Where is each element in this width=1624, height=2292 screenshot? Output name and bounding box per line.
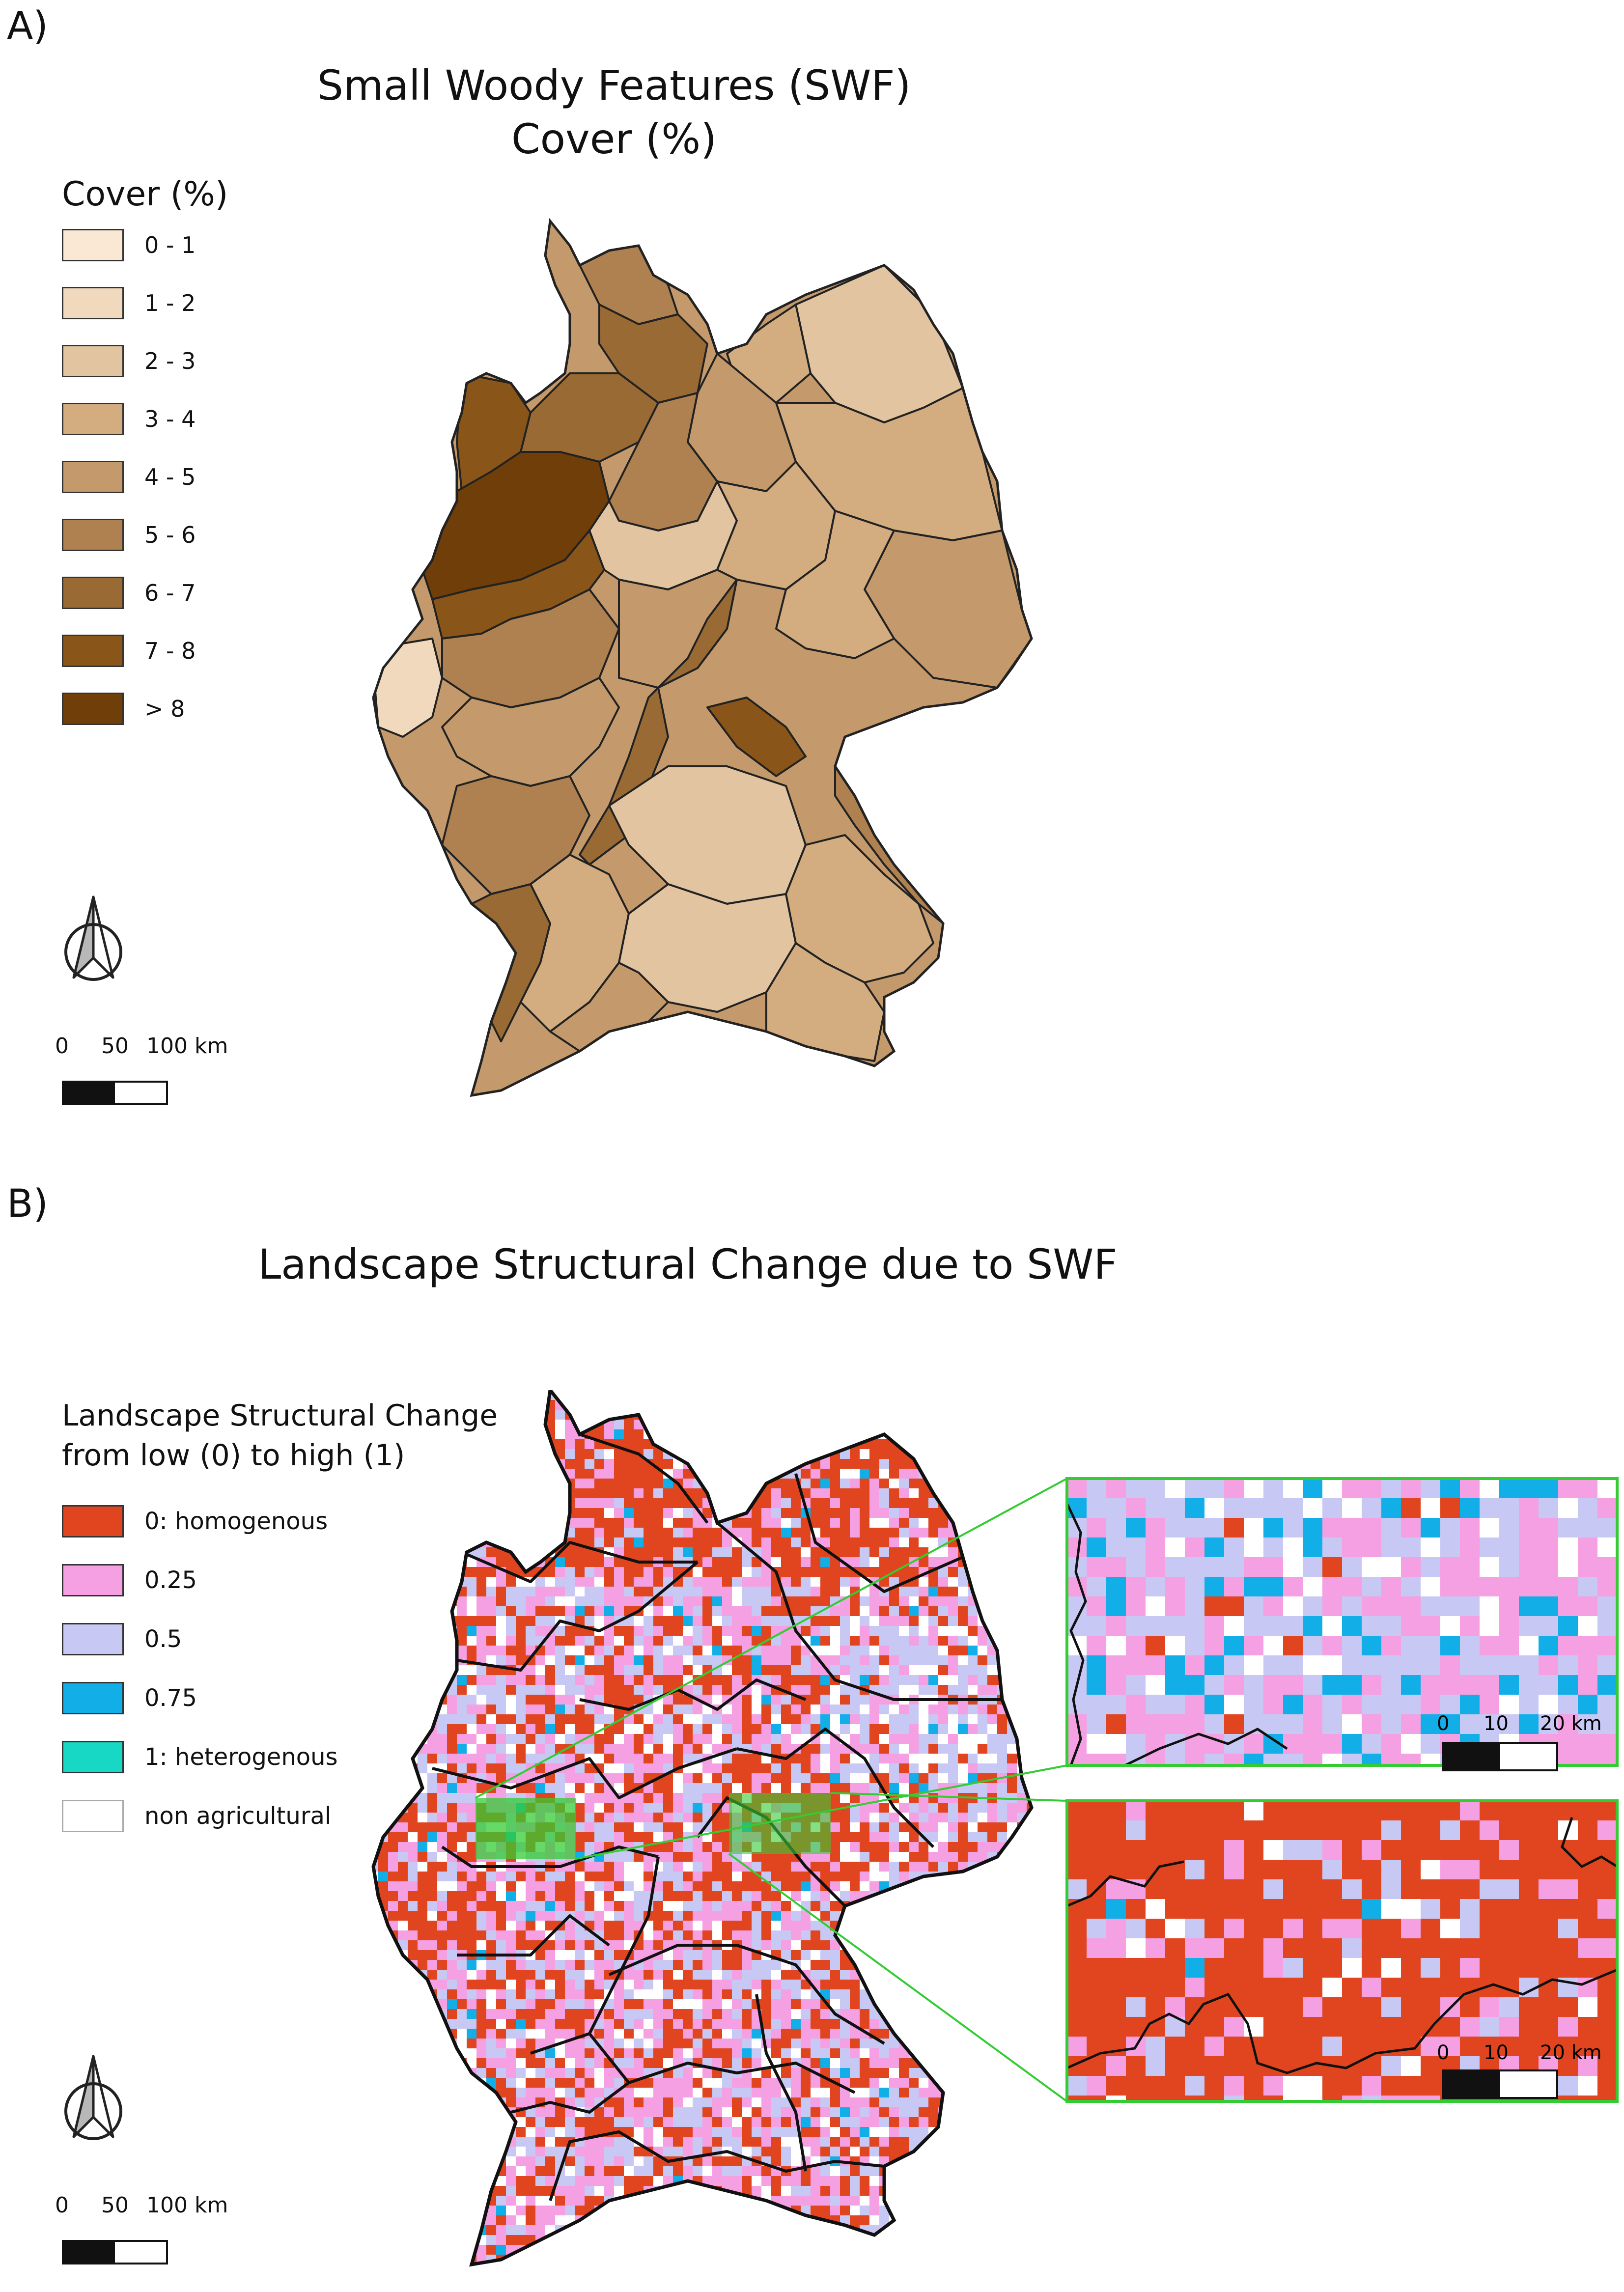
legend-label: 0 - 1 (144, 232, 196, 258)
legend-swatch (62, 1505, 124, 1537)
connector-line (576, 1764, 1067, 1860)
inset-map-central (1067, 1801, 1617, 2101)
legend-swatch (62, 345, 124, 377)
legend-b-item: 0.5 (62, 1623, 182, 1655)
landscape-change-map: 0 10 20 km 0 10 20 km (344, 1390, 1619, 2292)
legend-b-item: 1: heterogenous (62, 1741, 338, 1773)
legend-swatch (62, 1741, 124, 1773)
inset-1-scale-tick-20: 20 km (1540, 1712, 1602, 1735)
legend-a-item: 4 - 5 (62, 461, 196, 493)
legend-swatch (62, 287, 124, 319)
scale-a-tick-0: 0 (55, 1034, 69, 1059)
legend-label: 1: heterogenous (144, 1743, 338, 1771)
scale-a-tick-50: 50 (101, 1034, 129, 1059)
north-arrow-icon (64, 2055, 122, 2140)
north-arrow-icon (64, 895, 122, 981)
legend-label: 4 - 5 (144, 464, 196, 490)
legend-a-item: 2 - 3 (62, 345, 196, 377)
inset-scale-1: 0 10 20 km (1437, 1712, 1602, 1771)
scale-b-tick-0: 0 (55, 2193, 69, 2218)
inset-scale-2: 0 10 20 km (1437, 2041, 1602, 2099)
scale-b-tick-50: 50 (101, 2193, 129, 2218)
scale-bar-b (62, 2240, 168, 2264)
panel-a-title-line1: Small Woody Features (SWF) (317, 61, 911, 110)
inset-2-scale-tick-0: 0 (1437, 2041, 1449, 2064)
connector-line (830, 1792, 1067, 1802)
connector-line (728, 1853, 1068, 2102)
legend-a-item: 6 - 7 (62, 577, 196, 609)
legend-swatch (62, 635, 124, 667)
legend-swatch (62, 1800, 124, 1832)
legend-a-item: 1 - 2 (62, 287, 196, 319)
legend-label: 6 - 7 (144, 580, 196, 606)
panel-b-title: Landscape Structural Change due to SWF (258, 1240, 1118, 1288)
legend-label: > 8 (144, 696, 185, 722)
swf-cover-map (344, 211, 1056, 1130)
highlight-box-central (729, 1793, 831, 1854)
legend-a-item: 7 - 8 (62, 635, 196, 667)
legend-swatch (62, 461, 124, 493)
legend-b-item: 0.75 (62, 1682, 197, 1714)
legend-label: 3 - 4 (144, 406, 196, 432)
panel-b-legend-title: Landscape Structural Change from low (0)… (62, 1396, 498, 1476)
legend-label: 5 - 6 (144, 522, 196, 548)
legend-a-item: 0 - 1 (62, 229, 196, 261)
legend-swatch (62, 519, 124, 551)
panel-a-title: Small Woody Features (SWF) Cover (%) (246, 59, 982, 166)
scale-bar-a (62, 1081, 168, 1105)
legend-b-item: 0.25 (62, 1564, 197, 1596)
legend-label: 0.75 (144, 1684, 197, 1712)
legend-swatch (62, 403, 124, 435)
highlight-box-west (476, 1798, 576, 1859)
panel-b-label: B) (7, 1182, 48, 1226)
inset-1-scale-tick-0: 0 (1437, 1712, 1449, 1735)
panel-a-title-line2: Cover (%) (511, 115, 717, 164)
legend-swatch (62, 577, 124, 609)
panel-a-label: A) (7, 4, 48, 48)
legend-label: non agricultural (144, 1802, 332, 1830)
legend-label: 2 - 3 (144, 348, 196, 374)
legend-label: 0: homogenous (144, 1508, 328, 1535)
legend-label: 7 - 8 (144, 638, 196, 664)
legend-swatch (62, 1564, 124, 1596)
scale-a-tick-100: 100 km (146, 1034, 228, 1059)
legend-a-item: > 8 (62, 693, 185, 725)
legend-label: 0.5 (144, 1625, 182, 1653)
inset-2-scale-tick-10: 10 (1484, 2041, 1509, 2064)
legend-b-item: 0: homogenous (62, 1505, 328, 1537)
panel-b-legend-title-line1: Landscape Structural Change (62, 1398, 498, 1433)
connector-line (475, 1478, 1067, 1799)
panel-a-legend-title: Cover (%) (62, 175, 228, 214)
legend-swatch (62, 1682, 124, 1714)
panel-b-legend-title-line2: from low (0) to high (1) (62, 1438, 405, 1473)
legend-swatch (62, 693, 124, 725)
legend-a-item: 3 - 4 (62, 403, 196, 435)
inset-2-scale-tick-20: 20 km (1540, 2041, 1602, 2064)
inset-1-scale-tick-10: 10 (1484, 1712, 1509, 1735)
inset-map-west (1067, 1479, 1617, 1765)
legend-swatch (62, 229, 124, 261)
legend-a-item: 5 - 6 (62, 519, 196, 551)
legend-b-item: non agricultural (62, 1800, 331, 1832)
legend-label: 1 - 2 (144, 290, 196, 316)
scale-b-tick-100: 100 km (146, 2193, 228, 2218)
legend-swatch (62, 1623, 124, 1655)
legend-label: 0.25 (144, 1566, 197, 1594)
